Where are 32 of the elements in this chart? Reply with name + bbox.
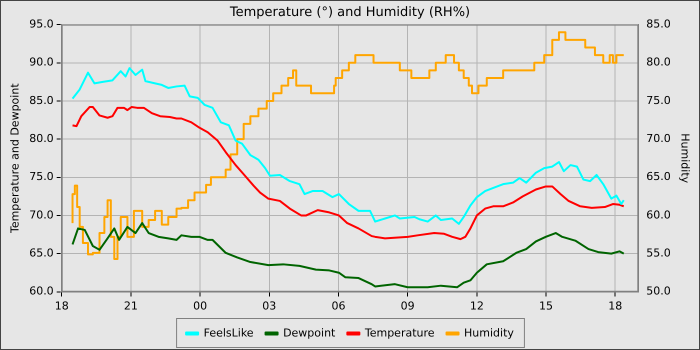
- y2-tick-label: 70.0: [646, 132, 671, 145]
- y2-tick-label: 65.0: [646, 170, 671, 184]
- y-tick-label: 95.0: [29, 17, 54, 30]
- y-tick-label: 90.0: [29, 56, 54, 69]
- y-tick-label: 85.0: [29, 94, 54, 107]
- legend-label: FeelsLike: [204, 326, 254, 340]
- x-tick-label: 12: [470, 299, 484, 312]
- y2-tick-label: 85.0: [646, 17, 671, 30]
- y2-tick-label: 75.0: [646, 94, 671, 107]
- chart-title: Temperature (°) and Humidity (RH%): [228, 5, 470, 20]
- y-tick-label: 65.0: [29, 246, 54, 260]
- y-tick-label: 75.0: [29, 170, 54, 184]
- y2-axis-title: Humidity: [678, 133, 692, 184]
- x-tick-label: 15: [539, 299, 554, 312]
- y-axis-title: Temperature and Dewpoint: [8, 82, 22, 234]
- x-tick-label: 03: [262, 299, 276, 312]
- x-tick-label: 00: [193, 299, 208, 312]
- y2-tick-label: 60.0: [646, 208, 671, 222]
- legend-label: Humidity: [464, 326, 514, 340]
- y2-tick-label: 55.0: [646, 246, 671, 260]
- y-tick-label: 80.0: [29, 132, 54, 145]
- x-tick-label: 21: [124, 299, 138, 312]
- legend-label: Temperature: [364, 326, 435, 340]
- y-tick-label: 60.0: [29, 284, 54, 298]
- x-tick-label: 06: [331, 299, 346, 312]
- y2-tick-label: 50.0: [646, 284, 671, 298]
- x-tick-label: 09: [400, 299, 415, 312]
- legend-label: Dewpoint: [283, 326, 336, 340]
- y-tick-label: 70.0: [29, 208, 54, 222]
- y2-tick-label: 80.0: [646, 56, 671, 69]
- x-tick-label: 18: [54, 299, 69, 312]
- x-tick-label: 18: [608, 299, 622, 312]
